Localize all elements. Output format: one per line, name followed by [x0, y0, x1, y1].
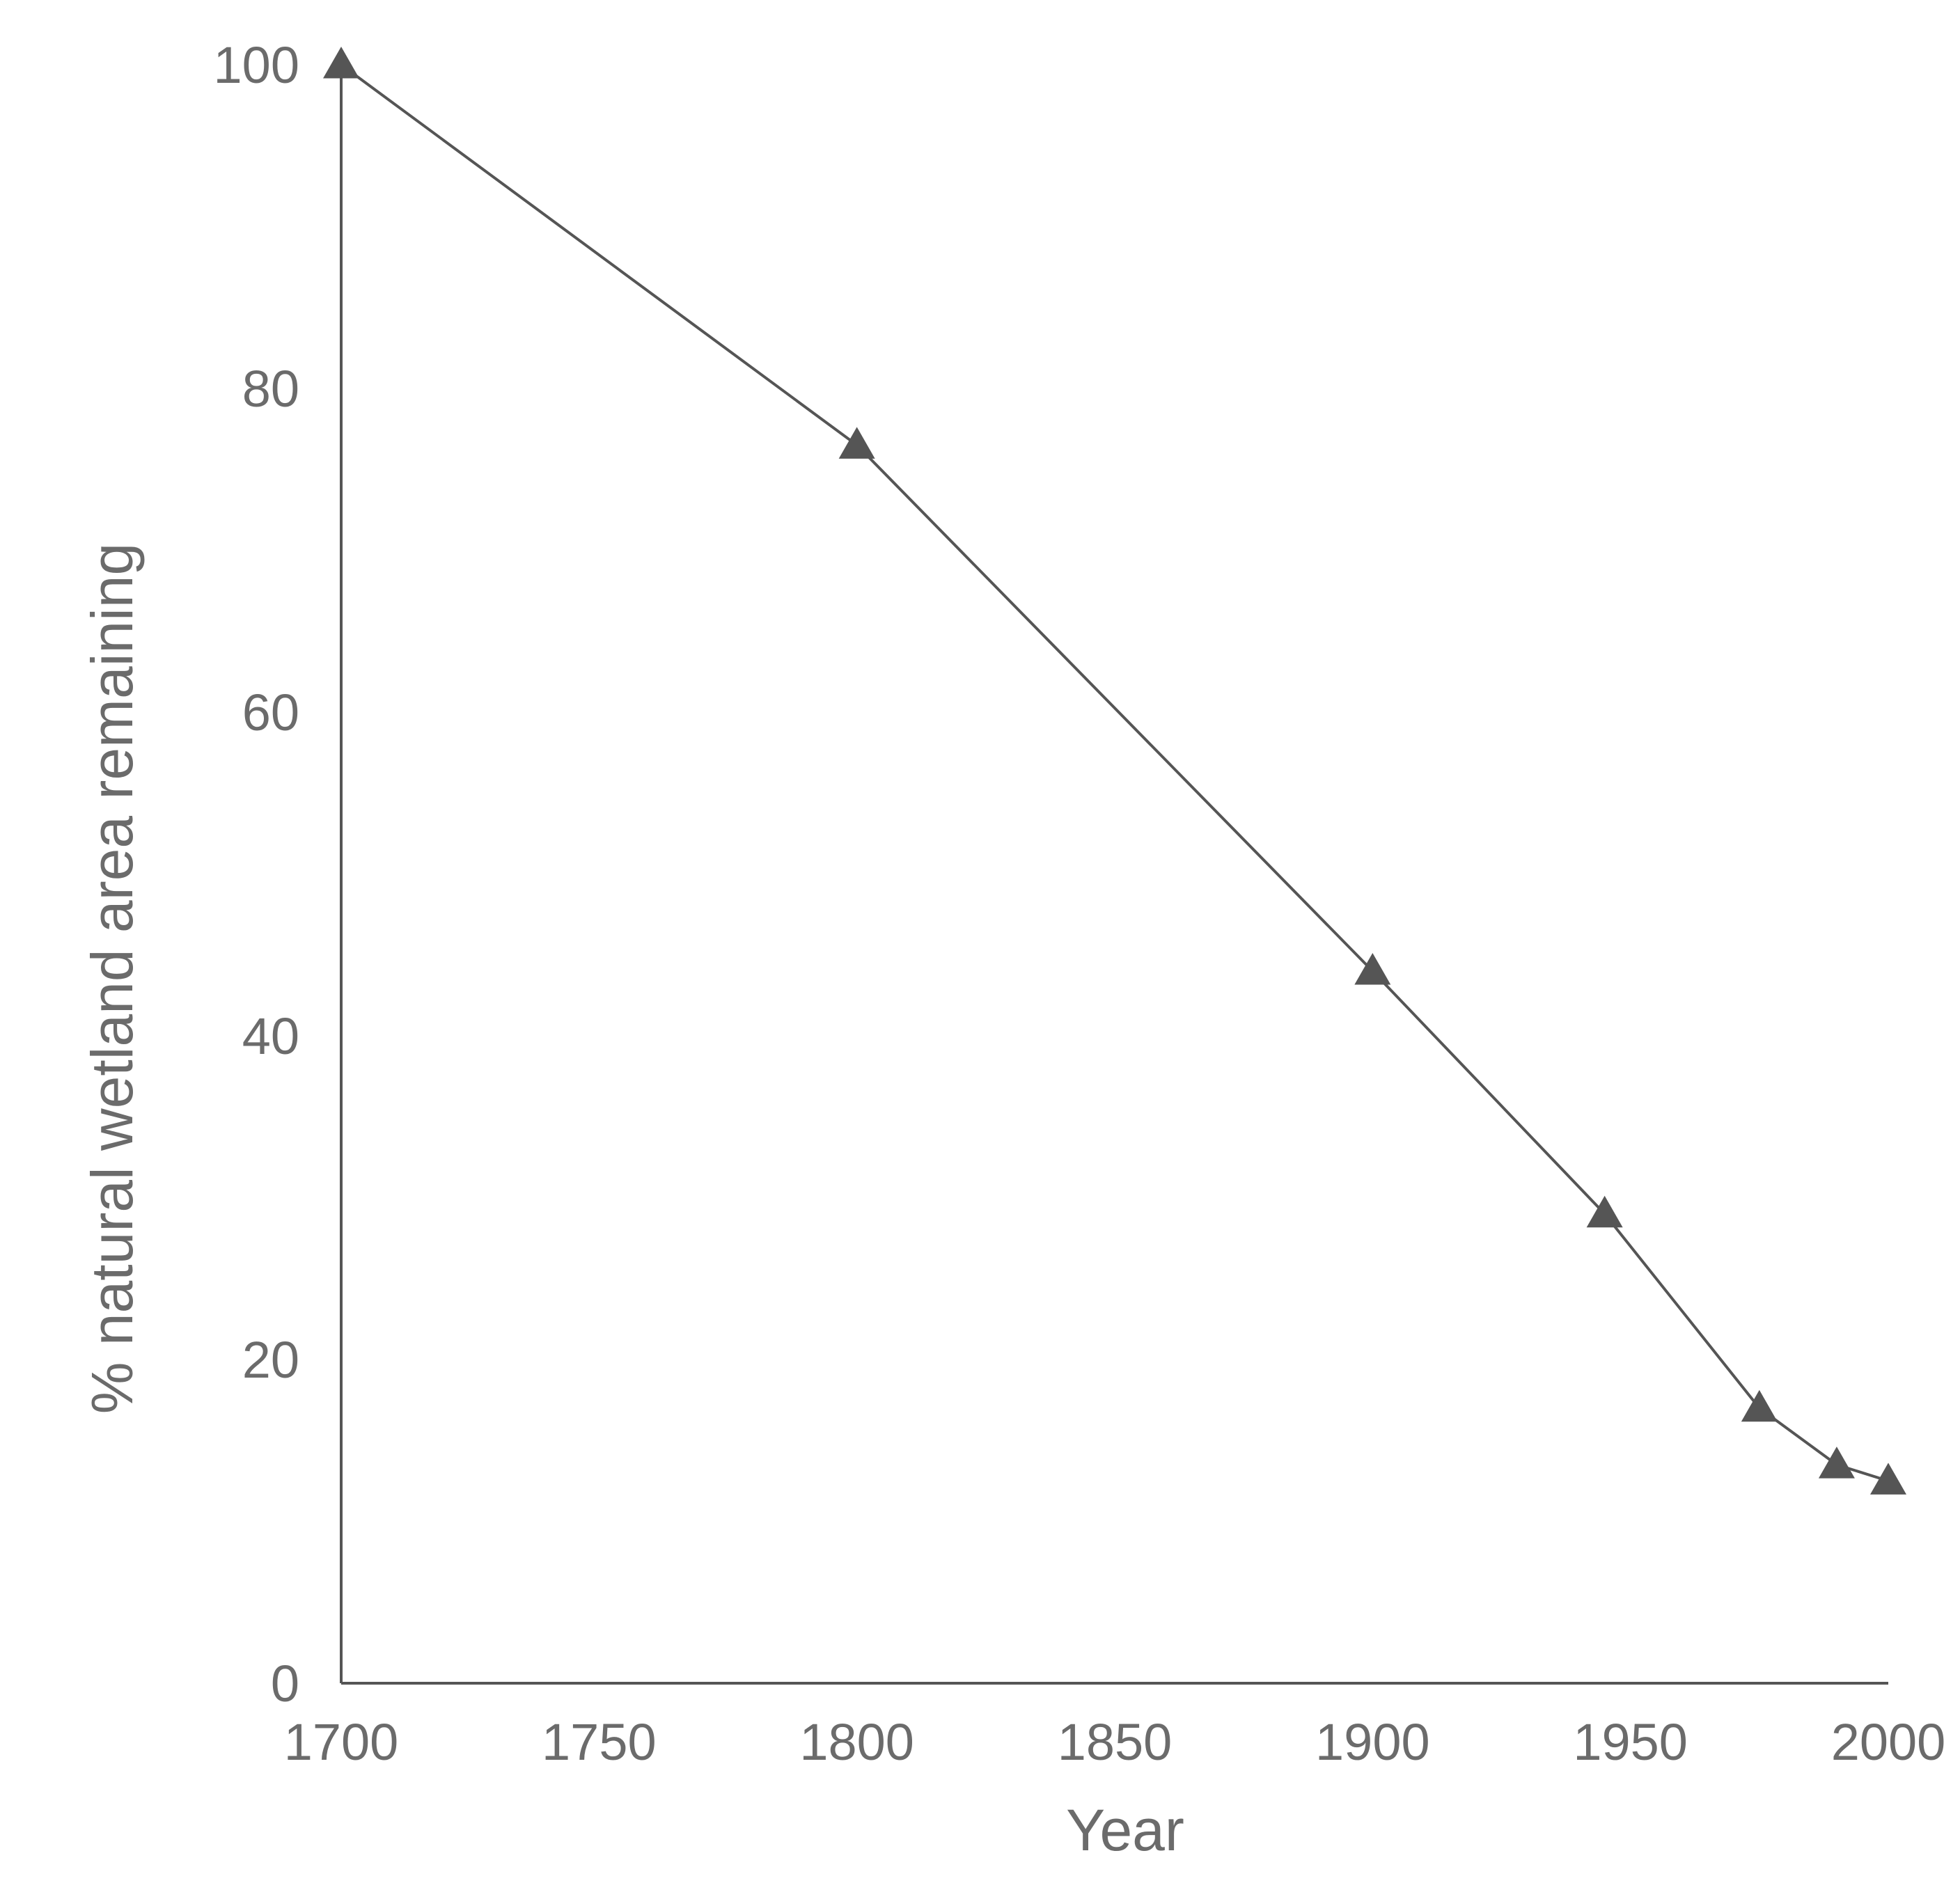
x-axis-title: Year	[1066, 1797, 1184, 1863]
x-tick-label: 1700	[284, 1713, 399, 1771]
x-tick-label: 2000	[1831, 1713, 1946, 1771]
data-point-triangle	[323, 47, 359, 79]
y-tick-label: 0	[271, 1655, 299, 1712]
x-tick-label: 1750	[542, 1713, 657, 1771]
data-point-triangle	[1354, 953, 1391, 985]
data-point-triangle	[1586, 1195, 1623, 1228]
data-point-triangle	[838, 427, 875, 459]
data-point-triangle	[1818, 1447, 1855, 1479]
y-tick-label: 60	[242, 684, 299, 741]
data-point-triangle	[1741, 1389, 1778, 1422]
x-tick-labels: 1700 1750 1800 1850 1900 1950 2000	[284, 1713, 1946, 1771]
x-tick-label: 1850	[1058, 1713, 1173, 1771]
y-tick-labels: 0 20 40 60 80 100	[214, 36, 299, 1712]
axes	[340, 65, 1888, 1685]
series-line	[340, 63, 1889, 1483]
y-tick-label: 100	[214, 36, 299, 94]
y-axis-title: % natural wetland area remaining	[79, 543, 145, 1414]
x-tick-label: 1800	[799, 1713, 914, 1771]
x-tick-label: 1900	[1315, 1713, 1430, 1771]
series	[323, 47, 1906, 1495]
x-tick-label: 1950	[1573, 1713, 1688, 1771]
data-point-triangle	[1870, 1463, 1906, 1495]
y-tick-label: 40	[242, 1007, 299, 1065]
y-tick-label: 20	[242, 1331, 299, 1389]
y-tick-label: 80	[242, 360, 299, 418]
